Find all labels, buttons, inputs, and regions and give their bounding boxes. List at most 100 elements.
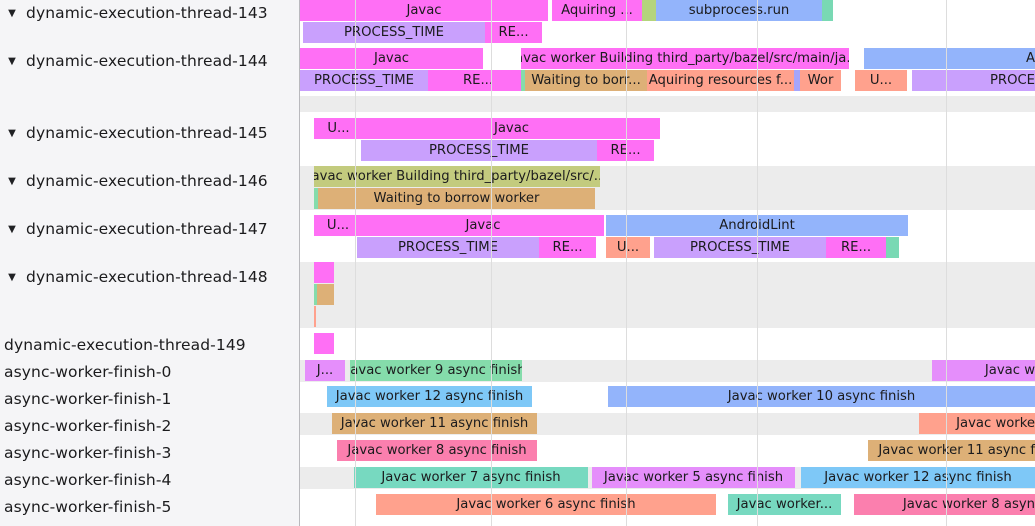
- androidlint-slice[interactable]: A: [864, 48, 1035, 69]
- slice-label: Javac worke: [956, 415, 1035, 431]
- chevron-down-icon[interactable]: ▼: [8, 224, 16, 235]
- track-label-text: async-worker-finish-4: [4, 471, 172, 489]
- track-label-dynamic-execution-thread-147[interactable]: ▼ dynamic-execution-thread-147: [0, 220, 299, 238]
- re-slice[interactable]: RE...: [428, 70, 528, 91]
- javac-worker-9-async-finish-slice[interactable]: Javac worker 9 async finish: [350, 360, 522, 381]
- re-slice[interactable]: RE...: [597, 140, 654, 161]
- slice-label: Javac worker 10 async finish: [727, 388, 916, 404]
- javac-worker-truncated-slice[interactable]: Javac worker...: [728, 494, 841, 515]
- thin-violet-tick[interactable]: [794, 70, 800, 91]
- process-slice[interactable]: PROCE: [912, 70, 1035, 91]
- magenta-slice[interactable]: [314, 262, 334, 283]
- slice-label: Javac: [493, 120, 530, 136]
- track-label-dynamic-execution-thread-144[interactable]: ▼ dynamic-execution-thread-144: [0, 52, 299, 70]
- j-slice[interactable]: J...: [305, 360, 345, 381]
- timeline-tracks[interactable]: Javac Aquiring ... subprocess.run PROCESS_T…: [300, 0, 1035, 526]
- u-slice[interactable]: U...: [314, 118, 363, 139]
- trailing-teal-slice[interactable]: [886, 237, 899, 258]
- javac-worker-6-async-finish-slice[interactable]: Javac worker 6 async finish: [376, 494, 716, 515]
- track-label-text: async-worker-finish-0: [4, 363, 172, 381]
- track-label-async-worker-finish-4[interactable]: async-worker-finish-4: [0, 471, 299, 489]
- slice-label: Javac worker 12 async finish: [335, 388, 524, 404]
- javac-worker-building-slice[interactable]: Javac worker Building third_party/bazel/…: [314, 166, 600, 187]
- slice-label: PROCESS_TIME: [397, 239, 499, 255]
- javac-worker-11-async-finish-right-slice[interactable]: Javac worker 11 async f: [868, 440, 1035, 461]
- leading-green-tick[interactable]: [314, 284, 317, 305]
- slice-label: RE...: [552, 239, 583, 255]
- track-label-dynamic-execution-thread-148[interactable]: ▼ dynamic-execution-thread-148: [0, 268, 299, 286]
- slice-label: Javac worker 11 async f: [878, 442, 1035, 458]
- track-band-dynamic-execution-thread-148: [300, 262, 1035, 328]
- slice-label: Javac: [406, 2, 442, 18]
- track-label-dynamic-execution-thread-146[interactable]: ▼ dynamic-execution-thread-146: [0, 172, 299, 190]
- process-time-slice[interactable]: PROCESS_TIME: [303, 22, 485, 43]
- salmon-thin-slice[interactable]: [314, 306, 316, 327]
- slice-label: RE...: [840, 239, 872, 255]
- javac-worker-async-finish-right-slice[interactable]: Javac w: [932, 360, 1035, 381]
- wor-slice[interactable]: Wor: [800, 70, 841, 91]
- slice-label: Javac worker 6 async finish: [456, 496, 636, 512]
- javac-worker-async-finish-right-slice[interactable]: Javac worke: [919, 413, 1035, 434]
- process-time-slice[interactable]: PROCESS_TIME: [300, 70, 428, 91]
- chevron-down-icon[interactable]: ▼: [8, 272, 16, 283]
- javac-slice[interactable]: Javac: [300, 0, 548, 21]
- javac-slice[interactable]: Javac: [363, 118, 660, 139]
- track-label-async-worker-finish-2[interactable]: async-worker-finish-2: [0, 417, 299, 435]
- javac-slice[interactable]: Javac: [300, 48, 483, 69]
- process-time-slice[interactable]: PROCESS_TIME: [361, 140, 597, 161]
- track-label-async-worker-finish-0[interactable]: async-worker-finish-0: [0, 363, 299, 381]
- chevron-down-icon[interactable]: ▼: [8, 56, 16, 67]
- waiting-to-borrow-worker-slice[interactable]: Waiting to borrow worker: [318, 188, 595, 209]
- track-label-text: dynamic-execution-thread-147: [26, 220, 268, 238]
- slice-label: Javac w: [984, 362, 1035, 378]
- slice-label: U...: [327, 120, 350, 136]
- javac-slice[interactable]: Javac: [362, 215, 604, 236]
- waiting-to-borrow-slice[interactable]: Waiting to borr...: [525, 70, 647, 91]
- aquiring-resources-slice[interactable]: Aquiring resources f...: [647, 70, 794, 91]
- javac-worker-8-async-finish-slice[interactable]: Javac worker 8 async finish: [337, 440, 537, 461]
- javac-worker-12-async-finish-slice[interactable]: Javac worker 12 async finish: [801, 467, 1035, 488]
- track-label-async-worker-finish-5[interactable]: async-worker-finish-5: [0, 498, 299, 516]
- javac-worker-7-async-finish-slice[interactable]: Javac worker 7 async finish: [354, 467, 588, 488]
- track-label-text: async-worker-finish-2: [4, 417, 172, 435]
- aquiring-slice[interactable]: Aquiring ...: [552, 0, 642, 21]
- magenta-slice[interactable]: [314, 333, 334, 354]
- track-label-dynamic-execution-thread-149[interactable]: dynamic-execution-thread-149: [0, 336, 299, 354]
- re-slice-b[interactable]: RE...: [826, 237, 886, 258]
- re-slice[interactable]: RE...: [485, 22, 542, 43]
- trailing-green-slice[interactable]: [822, 0, 833, 21]
- leading-green-tick[interactable]: [521, 70, 525, 91]
- slice-label: Javac worker 9 async finish: [350, 362, 522, 378]
- track-label-dynamic-execution-thread-143[interactable]: ▼ dynamic-execution-thread-143: [0, 4, 299, 22]
- javac-worker-12-async-finish-slice[interactable]: Javac worker 12 async finish: [327, 386, 532, 407]
- u-slice[interactable]: U...: [855, 70, 907, 91]
- slice-label: Javac: [465, 217, 501, 233]
- slice-label: subprocess.run: [688, 2, 790, 18]
- javac-worker-10-async-finish-slice[interactable]: Javac worker 10 async finish: [608, 386, 1035, 407]
- tan-slice[interactable]: [317, 284, 334, 305]
- chevron-down-icon[interactable]: ▼: [8, 176, 16, 187]
- track-label-async-worker-finish-3[interactable]: async-worker-finish-3: [0, 444, 299, 462]
- javac-worker-5-async-finish-slice[interactable]: Javac worker 5 async finish: [592, 467, 795, 488]
- javac-worker-8-async-finish-slice[interactable]: Javac worker 8 asyn: [854, 494, 1035, 515]
- chevron-down-icon[interactable]: ▼: [8, 128, 16, 139]
- androidlint-slice[interactable]: AndroidLint: [606, 215, 908, 236]
- process-time-slice-b[interactable]: PROCESS_TIME: [654, 237, 826, 258]
- track-label-text: dynamic-execution-thread-145: [26, 124, 268, 142]
- track-label-async-worker-finish-1[interactable]: async-worker-finish-1: [0, 390, 299, 408]
- process-time-slice-a[interactable]: PROCESS_TIME: [357, 237, 539, 258]
- javac-worker-building-slice[interactable]: Javac worker Building third_party/bazel/…: [521, 48, 849, 69]
- track-label-text: dynamic-execution-thread-144: [26, 52, 268, 70]
- slice-label: Javac worker...: [736, 496, 833, 512]
- u-slice[interactable]: U...: [314, 215, 362, 236]
- slice-label: PROCE: [989, 72, 1035, 88]
- unnamed-green-slice[interactable]: [642, 0, 656, 21]
- chevron-down-icon[interactable]: ▼: [8, 8, 16, 19]
- slice-label: Javac worker Building third_party/bazel/…: [314, 168, 600, 184]
- leading-green-tick[interactable]: [314, 188, 318, 209]
- subprocess-run-slice[interactable]: subprocess.run: [656, 0, 822, 21]
- re-slice-a[interactable]: RE...: [539, 237, 596, 258]
- javac-worker-11-async-finish-slice[interactable]: Javac worker 11 async finish: [332, 413, 537, 434]
- track-label-dynamic-execution-thread-145[interactable]: ▼ dynamic-execution-thread-145: [0, 124, 299, 142]
- u-slice-b[interactable]: U...: [606, 237, 650, 258]
